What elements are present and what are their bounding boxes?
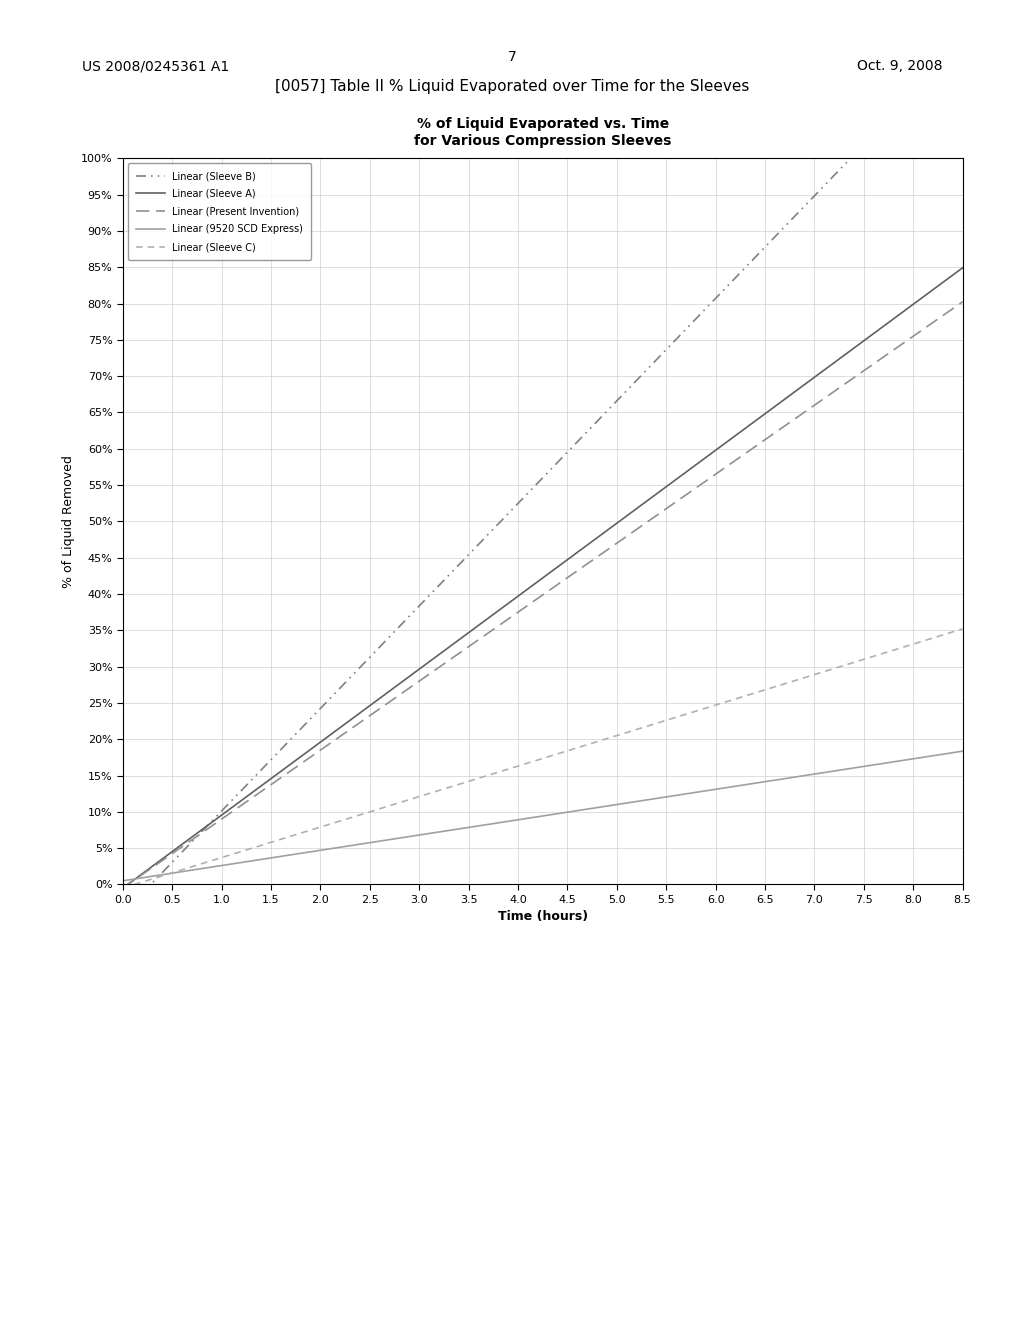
Y-axis label: % of Liquid Removed: % of Liquid Removed: [62, 455, 76, 587]
Text: Oct. 9, 2008: Oct. 9, 2008: [857, 59, 942, 74]
Text: US 2008/0245361 A1: US 2008/0245361 A1: [82, 59, 229, 74]
X-axis label: Time (hours): Time (hours): [498, 911, 588, 924]
Text: 7: 7: [508, 50, 516, 65]
Title: % of Liquid Evaporated vs. Time
for Various Compression Sleeves: % of Liquid Evaporated vs. Time for Vari…: [414, 117, 672, 148]
Legend: Linear (Sleeve B), Linear (Sleeve A), Linear (Present Invention), Linear (9520 S: Linear (Sleeve B), Linear (Sleeve A), Li…: [128, 164, 311, 260]
Text: [0057] Table II % Liquid Evaporated over Time for the Sleeves: [0057] Table II % Liquid Evaporated over…: [274, 79, 750, 94]
